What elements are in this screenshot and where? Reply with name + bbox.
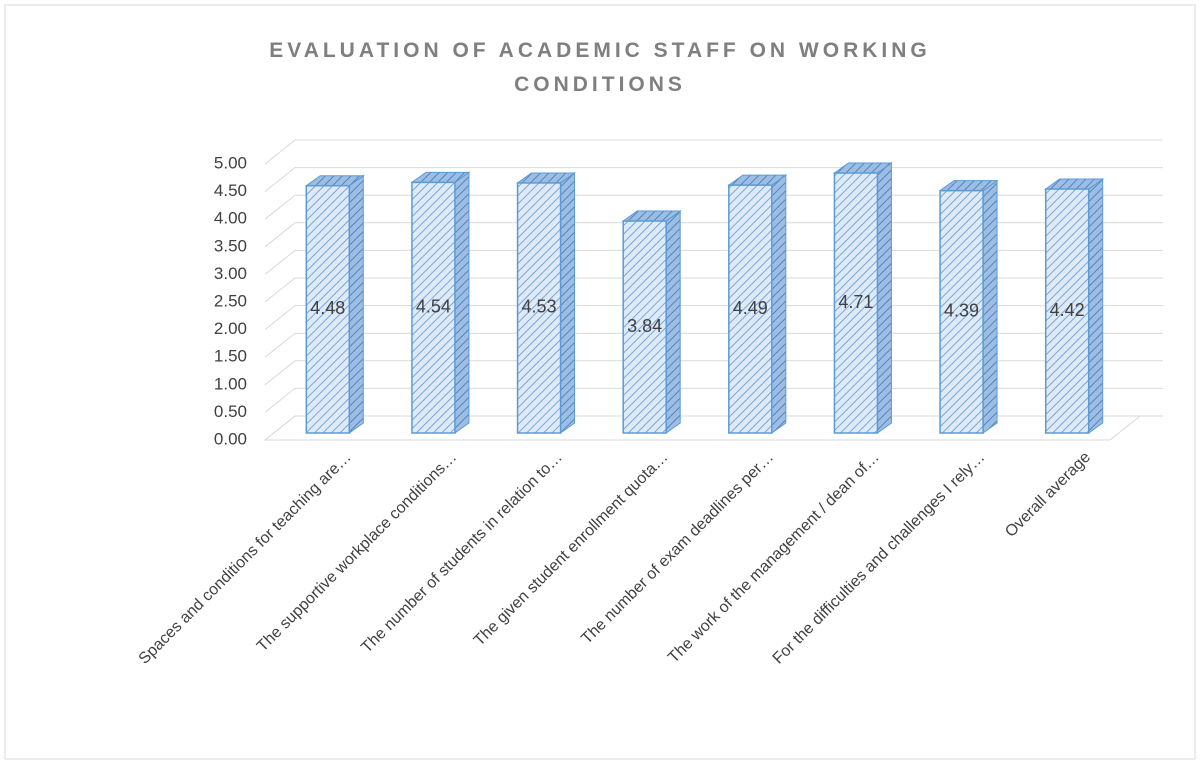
grid-line <box>264 139 1163 165</box>
value-label: 4.39 <box>944 301 979 321</box>
bar <box>938 179 999 434</box>
bar-front <box>516 182 562 434</box>
y-tick-label: 2.00 <box>214 319 247 338</box>
x-tick-label: The given student enrollment quota… <box>471 449 672 650</box>
bar <box>516 171 577 434</box>
bar-front <box>939 189 984 434</box>
y-tick-label: 4.00 <box>214 209 247 228</box>
bar-side <box>665 210 681 434</box>
bar-side <box>348 174 364 434</box>
y-tick-label: 5.00 <box>214 153 247 172</box>
value-label: 4.54 <box>416 296 451 316</box>
bar-front <box>833 172 879 434</box>
bar <box>621 210 682 434</box>
value-label: 3.84 <box>627 316 662 336</box>
y-tick-label: 3.50 <box>214 236 247 255</box>
grid-line <box>264 305 1163 330</box>
value-label: 4.49 <box>733 298 768 318</box>
grid-line <box>264 277 1163 303</box>
y-tick-label: 0.00 <box>214 429 247 448</box>
bar-front <box>305 184 351 434</box>
bar <box>304 174 365 434</box>
y-tick-label: 1.50 <box>214 347 247 366</box>
y-tick-label: 1.00 <box>214 374 247 393</box>
bar-side <box>876 162 892 434</box>
bar-front <box>1044 188 1090 434</box>
bar-side <box>982 179 998 434</box>
bar <box>832 162 893 434</box>
x-tick-label: The number of students in relation to… <box>358 449 566 657</box>
bar-side <box>560 171 576 434</box>
value-label: 4.53 <box>522 297 557 317</box>
grid-line <box>264 249 1163 275</box>
x-tick-label: Spaces and conditions for teaching are… <box>136 449 355 668</box>
value-label: 4.71 <box>838 292 873 312</box>
grid-line <box>264 222 1163 248</box>
x-tick-label: Overall average <box>1002 449 1094 541</box>
bar-side <box>771 174 787 434</box>
y-tick-label: 3.00 <box>214 264 247 283</box>
bar-front <box>728 184 773 434</box>
x-tick-label: The number of exam deadlines per… <box>578 449 777 648</box>
bar <box>727 174 788 434</box>
y-tick-label: 0.50 <box>214 402 247 421</box>
chart-border <box>4 4 1196 760</box>
bar <box>1044 178 1105 434</box>
bar-side <box>454 171 470 434</box>
y-tick-label: 2.50 <box>214 291 247 310</box>
value-label: 4.48 <box>310 298 345 318</box>
grid-line <box>264 167 1163 192</box>
grid-line <box>264 415 1163 441</box>
chart-title: EVALUATION OF ACADEMIC STAFF ON WORKING … <box>269 39 931 96</box>
x-tick-label: The supportive workplace conditions… <box>254 449 460 655</box>
x-tick-label: For the difficulties and challenges I re… <box>770 449 989 668</box>
grid-line <box>264 194 1163 220</box>
bar-front <box>411 181 456 434</box>
value-label: 4.42 <box>1050 300 1085 320</box>
floor <box>263 415 1142 441</box>
y-tick-label: 4.50 <box>214 181 247 200</box>
grid-line <box>264 360 1163 386</box>
bar-side <box>1088 178 1104 434</box>
x-tick-label: The work of the management / dean of… <box>665 449 883 667</box>
bar <box>410 171 471 434</box>
grid-line <box>264 387 1163 413</box>
grid-line <box>264 332 1163 358</box>
bar-front <box>622 220 667 434</box>
